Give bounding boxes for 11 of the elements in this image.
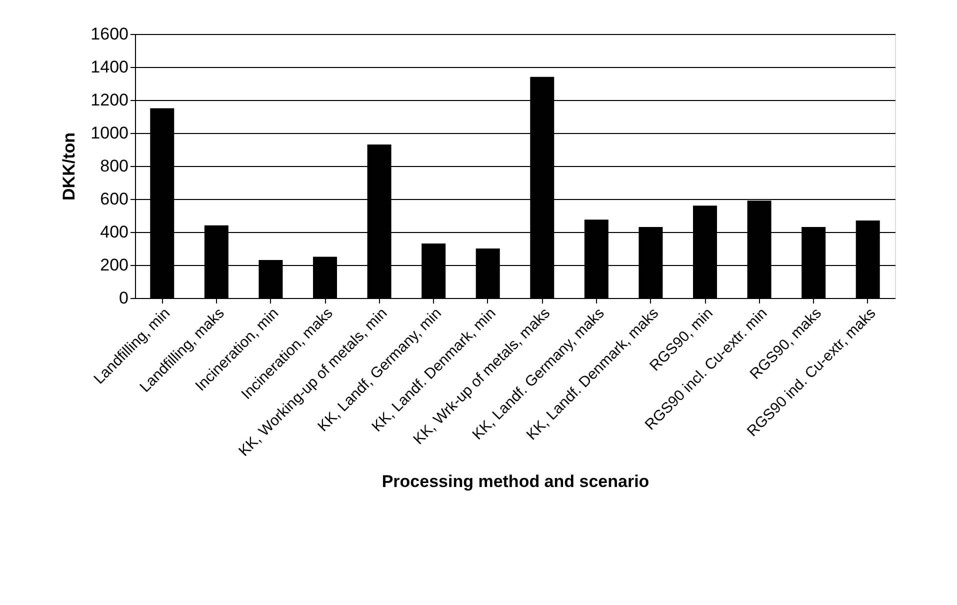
y-tick-label: 200 (100, 256, 128, 274)
y-tick-label: 0 (119, 288, 128, 308)
x-axis-title: Processing method and scenario (382, 472, 650, 492)
y-tick-label: 1600 (90, 24, 128, 44)
y-axis-title: DKK/ton (60, 132, 79, 200)
y-tick-label: 800 (100, 156, 128, 176)
y-tick-label: 600 (100, 190, 128, 208)
y-tick-label: 1000 (90, 124, 128, 142)
y-tick-label: 1200 (90, 90, 128, 110)
y-tick-label: 400 (100, 222, 128, 242)
y-tick-label: 1400 (90, 58, 128, 76)
